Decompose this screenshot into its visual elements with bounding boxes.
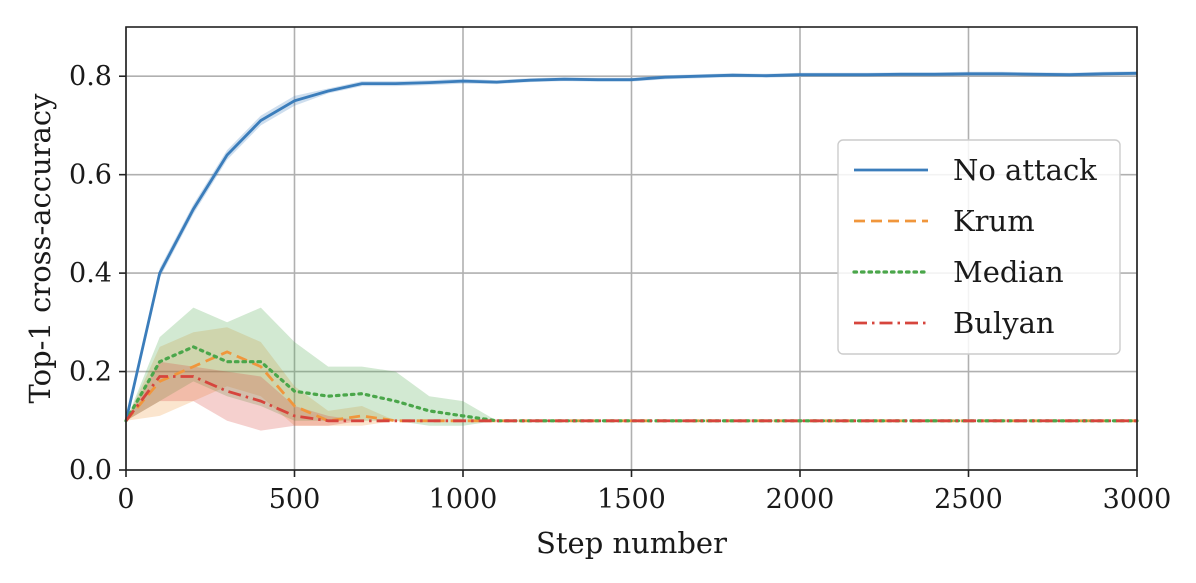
legend-entry: No attack <box>854 153 1097 187</box>
series-lines <box>124 71 1139 423</box>
y-tick-label: 0.4 <box>69 258 112 289</box>
y-tick-label: 0.8 <box>69 61 112 92</box>
x-tick-label: 1000 <box>429 484 498 515</box>
confidence-band <box>126 307 1137 426</box>
y-tick-label: 0.6 <box>69 160 112 191</box>
legend-box <box>837 139 1121 355</box>
legend-label: Krum <box>953 204 1035 238</box>
confidence-bands <box>126 71 1137 431</box>
legend: No attack Krum Median Bulyan <box>837 139 1121 355</box>
y-tick-label: 0.2 <box>69 357 112 388</box>
y-tick-label: 0.0 <box>69 455 112 486</box>
y-axis-title: Top-1 cross-accuracy <box>23 93 57 404</box>
series-line <box>124 71 1138 422</box>
legend-label: Median <box>953 255 1064 289</box>
legend-entry: Krum <box>854 204 1035 238</box>
confidence-band <box>126 327 1137 426</box>
x-tick-label: 500 <box>269 484 321 515</box>
x-tick-label: 1500 <box>597 484 666 515</box>
x-tick-label: 0 <box>117 484 134 515</box>
axis-ticks: 0 500 1000 1500 2000 2500 3000 0.0 0.2 0.4 0.6 0.8 <box>69 61 1171 515</box>
legend-label: No attack <box>953 153 1097 187</box>
x-tick-label: 2500 <box>934 484 1003 515</box>
series-line <box>124 375 1137 423</box>
legend-entry: Median <box>852 255 1064 289</box>
x-tick-label: 3000 <box>1103 484 1172 515</box>
x-tick-label: 2000 <box>766 484 835 515</box>
legend-label: Bulyan <box>953 306 1055 340</box>
legend-entry: Bulyan <box>854 306 1055 340</box>
x-axis-title: Step number <box>536 526 727 560</box>
